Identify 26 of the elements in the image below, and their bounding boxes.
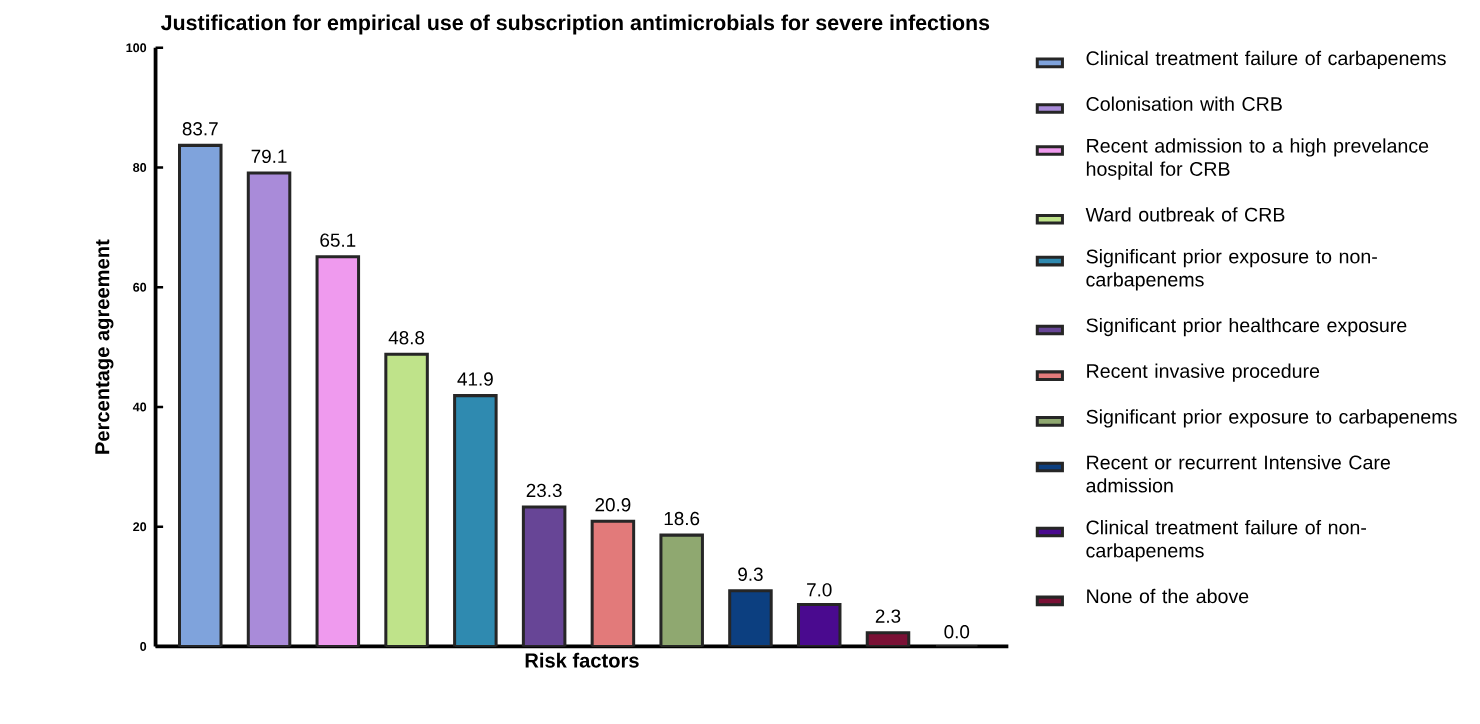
legend-label: None of the above: [1087, 588, 1249, 604]
data-label: 0.0: [944, 624, 970, 639]
data-label: 83.7: [182, 121, 218, 136]
legend-label: Recent admission to a high prevelance hospital for CRB: [1086, 138, 1429, 180]
legend-label: Clinical treatment failure of non-carbapenems: [1086, 519, 1366, 562]
x-axis-title: Risk factors: [525, 652, 639, 668]
data-label: 65.1: [320, 233, 356, 247]
chart-title: Justification for empirical use of subscription antimicrobials for severe infections: [160, 14, 990, 35]
data-label: 79.1: [251, 149, 287, 163]
data-label: 23.3: [526, 483, 562, 497]
legend-label: Significant prior exposure to carbapenems: [1086, 409, 1457, 428]
data-label: 7.0: [807, 582, 832, 597]
legend-label: Significant prior exposure to non-carbapenems: [1086, 248, 1377, 291]
data-label: 48.8: [388, 330, 425, 345]
legend-label: Ward outbreak of CRB: [1085, 206, 1285, 222]
data-label: 18.6: [664, 511, 700, 526]
legend-label: Significant prior healthcare exposure: [1086, 317, 1407, 336]
legend-label: Recent or recurrent Intensive Care admission: [1086, 454, 1390, 493]
legend-label: Colonisation with CRB: [1086, 96, 1282, 111]
data-label: 20.9: [595, 497, 631, 512]
legend-label: Clinical treatment failure of carbapenems: [1086, 50, 1446, 69]
data-label: 2.3: [875, 609, 901, 623]
data-label: 41.9: [457, 372, 493, 386]
y-axis-title: Percentage agreement: [95, 239, 114, 454]
data-label: 9.3: [738, 567, 763, 581]
legend-label: Recent invasive procedure: [1087, 363, 1320, 382]
